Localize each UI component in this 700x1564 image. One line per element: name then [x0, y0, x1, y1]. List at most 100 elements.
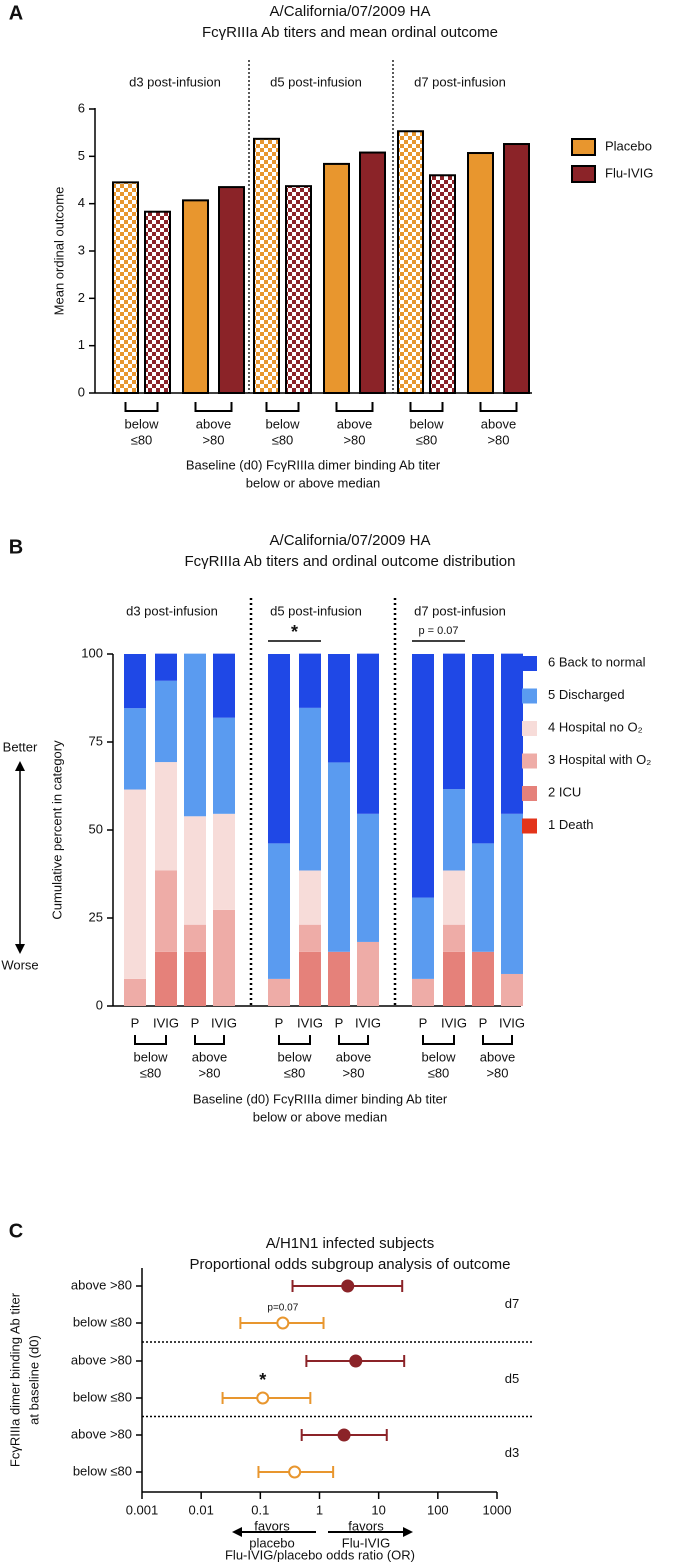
- y-tick-label: 0: [78, 384, 85, 399]
- bar-segment: [443, 870, 465, 925]
- bar-label: IVIG: [441, 1015, 467, 1030]
- subgroup-label: ≤80: [428, 1065, 450, 1080]
- bar-segment: [124, 654, 146, 709]
- subgroup-label: ≤80: [140, 1065, 162, 1080]
- legend-label: Flu-IVIG: [605, 165, 653, 180]
- bar-label: IVIG: [499, 1015, 525, 1030]
- legend-swatch: [522, 753, 537, 769]
- y-tick-label: 1: [78, 337, 85, 352]
- legend-swatch: [522, 721, 537, 736]
- y-axis-title: FcγRIIIa dimer binding Ab titer: [7, 1292, 22, 1467]
- bar-segment: [213, 909, 235, 1006]
- bar: [323, 162, 350, 394]
- panel-letter: C: [9, 1220, 23, 1242]
- bar-segment: [299, 924, 321, 952]
- subgroup-label: >80: [342, 1065, 364, 1080]
- bar-segment: [268, 654, 290, 844]
- y-tick-label: 3: [78, 242, 85, 257]
- row-label: below ≤80: [73, 1389, 132, 1404]
- bar: [503, 143, 530, 394]
- subgroup-label: >80: [198, 1065, 220, 1080]
- bar: [144, 210, 171, 394]
- bar-segment: [184, 924, 206, 952]
- group-label: d7 post-infusion: [414, 603, 506, 618]
- bar-segment: [299, 653, 321, 708]
- group-label: d5 post-infusion: [270, 603, 362, 618]
- bar: [218, 186, 245, 394]
- bar-segment: [124, 789, 146, 979]
- bar-segment: [155, 680, 177, 763]
- group-label: d5: [505, 1371, 519, 1386]
- legend-label: 2 ICU: [548, 784, 581, 799]
- bar-label: IVIG: [153, 1015, 179, 1030]
- point: [337, 1428, 351, 1442]
- bar-segment: [357, 941, 379, 1006]
- bar: [467, 152, 494, 394]
- x-tick-label: 0.001: [126, 1502, 159, 1517]
- annotation: *: [259, 1370, 266, 1390]
- bar-segment: [299, 951, 321, 1006]
- bar-segment: [328, 762, 350, 952]
- bar-segment: [472, 843, 494, 952]
- bar-segment: [155, 762, 177, 871]
- y-axis-title: at baseline (d0): [26, 1335, 41, 1425]
- legend-swatch: [522, 688, 537, 704]
- legend-label: 1 Death: [548, 817, 594, 832]
- bar-segment: [357, 813, 379, 942]
- x-tick-label: 0.01: [189, 1502, 214, 1517]
- comparison-label: p = 0.07: [418, 625, 458, 637]
- bar-segment: [213, 813, 235, 910]
- group-label: d7 post-infusion: [414, 74, 506, 89]
- subgroup-label: >80: [486, 1065, 508, 1080]
- bar: [359, 151, 386, 394]
- bar: [397, 130, 424, 394]
- bar-segment: [213, 717, 235, 814]
- subgroup-label: above: [337, 416, 372, 431]
- legend-label: 3 Hospital with O₂: [548, 752, 651, 767]
- bar-segment: [443, 951, 465, 1006]
- bar-segment: [124, 978, 146, 1006]
- group-label: d3: [505, 1445, 519, 1460]
- legend-swatch: [522, 786, 537, 801]
- x-axis-title: Baseline (d0) FcγRIIIa dimer binding Ab …: [193, 1091, 448, 1106]
- x-axis-title: Baseline (d0) FcγRIIIa dimer binding Ab …: [186, 457, 441, 472]
- bar-segment: [124, 708, 146, 790]
- legend-label: Placebo: [605, 138, 652, 153]
- x-axis-title: below or above median: [253, 1109, 387, 1124]
- subgroup-label: above: [480, 1049, 515, 1064]
- subgroup-label: below: [278, 1049, 313, 1064]
- y-tick-label: 6: [78, 100, 85, 115]
- chart-title: Proportional odds subgroup analysis of o…: [189, 1256, 510, 1273]
- bar-segment: [184, 816, 206, 925]
- subgroup-label: below: [125, 416, 160, 431]
- bar-segment: [443, 924, 465, 952]
- subgroup-label: below: [134, 1049, 169, 1064]
- bar-label: P: [131, 1015, 140, 1030]
- legend-swatch: [571, 165, 596, 183]
- bar-label: P: [191, 1015, 200, 1030]
- panel-letter: A: [9, 2, 23, 24]
- bracket: [134, 1035, 167, 1045]
- bar-segment: [443, 653, 465, 790]
- bar-segment: [328, 951, 350, 1006]
- bar-label: IVIG: [355, 1015, 381, 1030]
- panel-letter: B: [9, 536, 23, 558]
- bar-segment: [155, 951, 177, 1006]
- bracket: [278, 1035, 311, 1045]
- subgroup-label: ≤80: [284, 1065, 306, 1080]
- y-tick-label: 75: [89, 733, 103, 748]
- annotation: p=0.07: [267, 1303, 298, 1314]
- bar-label: P: [275, 1015, 284, 1030]
- bracket: [482, 1035, 513, 1045]
- x-tick-label: 10: [371, 1502, 385, 1517]
- y-tick-label: 25: [89, 909, 103, 924]
- bar-label: IVIG: [211, 1015, 237, 1030]
- bracket: [422, 1035, 455, 1045]
- row-label: above >80: [71, 1352, 132, 1367]
- subgroup-label: ≤80: [416, 432, 438, 447]
- bar-segment: [472, 951, 494, 1006]
- bar-segment: [412, 978, 434, 1006]
- bar-segment: [155, 870, 177, 952]
- chart-title: A/California/07/2009 HA: [270, 532, 431, 549]
- chart-title: A/California/07/2009 HA: [270, 3, 431, 20]
